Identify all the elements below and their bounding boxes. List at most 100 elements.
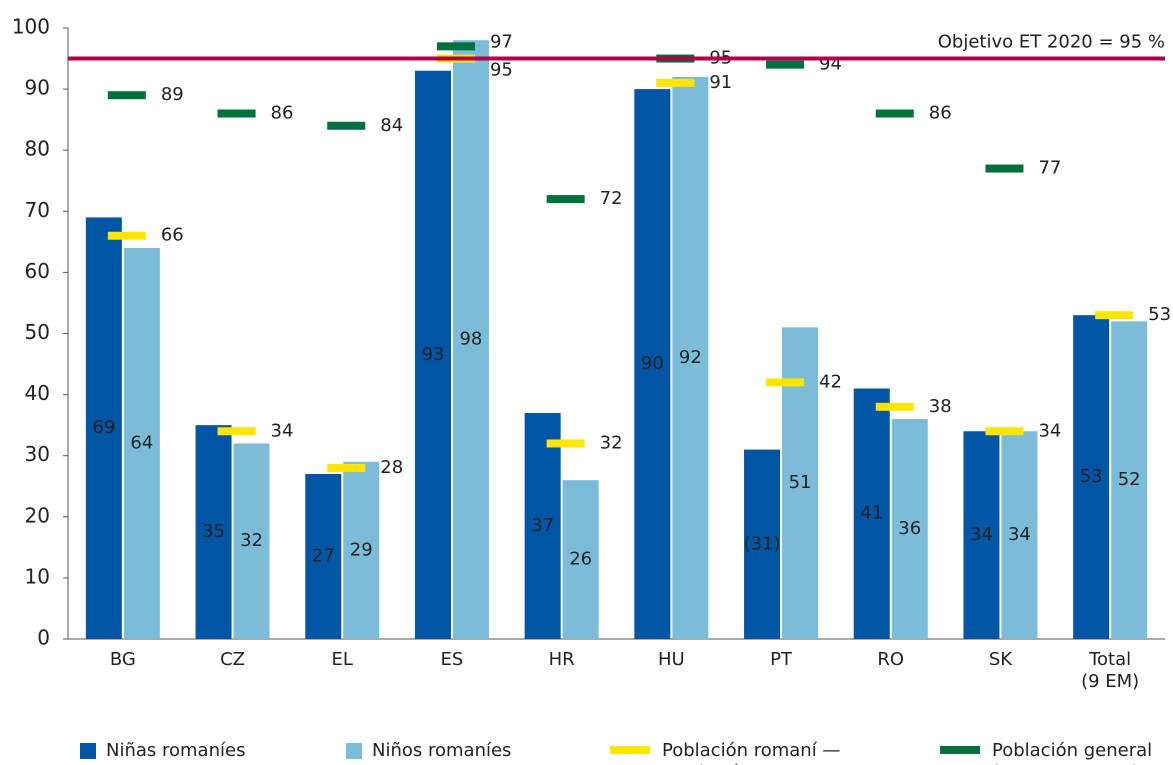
x-tick-label: SK bbox=[988, 649, 1013, 670]
bar-label: 64 bbox=[130, 432, 153, 453]
marker-label: 86 bbox=[271, 103, 294, 124]
legend-swatch bbox=[940, 746, 980, 754]
marker bbox=[1095, 311, 1134, 320]
x-tick-label: CZ bbox=[220, 649, 245, 670]
bar bbox=[744, 449, 781, 639]
bar-label: 27 bbox=[312, 546, 335, 567]
bar-label: 41 bbox=[860, 503, 883, 524]
marker-label: 32 bbox=[600, 432, 623, 453]
y-tick-label: 20 bbox=[25, 503, 50, 527]
legend-swatch bbox=[610, 746, 650, 754]
bar-label: 51 bbox=[789, 472, 812, 493]
bar-label: (31) bbox=[744, 533, 781, 554]
marker bbox=[875, 402, 914, 411]
x-tick-label: Total (9 EM) bbox=[1081, 649, 1140, 692]
marker-label: 34 bbox=[1038, 420, 1061, 441]
marker-label: 38 bbox=[929, 396, 952, 417]
bar bbox=[1111, 321, 1148, 639]
marker bbox=[766, 60, 805, 69]
bar-label: 34 bbox=[1008, 524, 1031, 545]
bar bbox=[85, 217, 122, 639]
x-tick-label: HR bbox=[548, 649, 575, 670]
marker bbox=[546, 439, 585, 448]
marker-label: 89 bbox=[161, 84, 184, 105]
bar bbox=[634, 89, 671, 640]
marker bbox=[217, 427, 256, 436]
bar-label: 90 bbox=[641, 353, 664, 374]
y-tick-label: 40 bbox=[25, 381, 50, 405]
bar bbox=[524, 412, 561, 639]
marker-label: 28 bbox=[380, 457, 403, 478]
bar-label: 32 bbox=[240, 530, 263, 551]
x-tick-label: PT bbox=[770, 649, 792, 670]
bar bbox=[123, 247, 160, 639]
bar bbox=[853, 388, 890, 639]
bar-label: 92 bbox=[679, 347, 702, 368]
marker bbox=[327, 121, 366, 130]
bar bbox=[305, 474, 342, 639]
bar-label: 93 bbox=[421, 344, 444, 365]
target-label: Objetivo ET 2020 = 95 % bbox=[938, 32, 1165, 53]
marker-label: 97 bbox=[490, 31, 513, 52]
marker-label: 91 bbox=[709, 72, 732, 93]
bar-label: 37 bbox=[531, 515, 554, 536]
bar bbox=[452, 40, 489, 640]
bar-label: 36 bbox=[898, 518, 921, 539]
bar bbox=[1073, 315, 1110, 639]
bar bbox=[343, 461, 380, 639]
marker-label: 95 bbox=[490, 60, 513, 81]
marker-label: 53 bbox=[1148, 304, 1171, 325]
marker-label: 42 bbox=[819, 371, 842, 392]
bar-label: 26 bbox=[569, 549, 592, 570]
bar bbox=[963, 431, 1000, 639]
legend-swatch bbox=[80, 743, 96, 759]
y-tick-label: 90 bbox=[25, 76, 50, 100]
y-tick-label: 10 bbox=[25, 564, 50, 588]
marker bbox=[436, 42, 475, 51]
y-tick-label: 80 bbox=[25, 137, 50, 161]
marker bbox=[875, 109, 914, 118]
bar-label: 29 bbox=[350, 539, 373, 560]
bar-label: 34 bbox=[970, 524, 993, 545]
legend-label: Niñas romaníes bbox=[106, 740, 246, 761]
y-tick-label: 100 bbox=[12, 15, 50, 39]
bar bbox=[891, 419, 928, 639]
marker bbox=[766, 378, 805, 387]
x-tick-label: RO bbox=[877, 649, 905, 670]
y-tick-label: 0 bbox=[37, 626, 50, 650]
marker bbox=[985, 427, 1024, 436]
bar bbox=[414, 70, 451, 639]
marker-label: 77 bbox=[1038, 158, 1061, 179]
bar bbox=[562, 480, 599, 639]
marker-label: 86 bbox=[929, 103, 952, 124]
marker bbox=[217, 109, 256, 118]
legend-label: Población general (Eurostat, 2014) bbox=[992, 740, 1153, 765]
marker-label: 34 bbox=[271, 420, 294, 441]
x-tick-label: HU bbox=[657, 649, 685, 670]
marker-label: 72 bbox=[600, 188, 623, 209]
bar-label: 35 bbox=[202, 521, 225, 542]
bar-label: 98 bbox=[459, 329, 482, 350]
y-tick-label: 60 bbox=[25, 259, 50, 283]
x-tick-label: ES bbox=[440, 649, 464, 670]
bar bbox=[1001, 431, 1038, 639]
marker-label: 84 bbox=[380, 115, 403, 136]
x-tick-label: BG bbox=[109, 649, 136, 670]
marker bbox=[985, 164, 1024, 173]
bar bbox=[233, 443, 270, 639]
marker bbox=[546, 195, 585, 204]
y-tick-label: 30 bbox=[25, 442, 50, 466]
legend-label: Niños romaníes bbox=[372, 740, 512, 761]
bar-label: 53 bbox=[1080, 466, 1103, 487]
legend-label: Población romaní — Total país bbox=[662, 740, 841, 765]
legend-swatch bbox=[346, 743, 362, 759]
marker bbox=[107, 91, 146, 100]
x-tick-label: EL bbox=[331, 649, 353, 670]
y-tick-label: 70 bbox=[25, 198, 50, 222]
bar-label: 69 bbox=[92, 417, 115, 438]
marker bbox=[107, 231, 146, 240]
marker bbox=[327, 463, 366, 472]
bar-label: 52 bbox=[1118, 469, 1141, 490]
